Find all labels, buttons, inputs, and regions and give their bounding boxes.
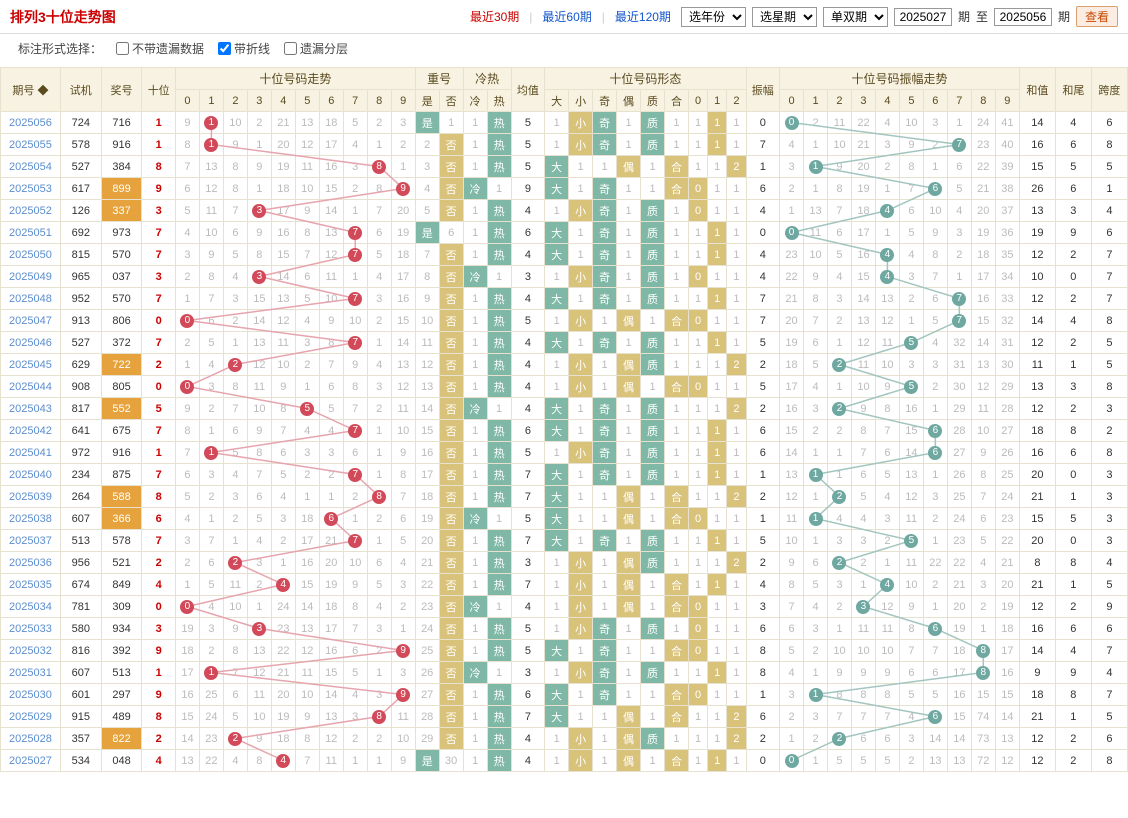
ball-teal: 0 [785, 116, 799, 130]
cb-no-miss-input[interactable] [116, 42, 129, 55]
ball-red: 7 [348, 292, 362, 306]
year-select[interactable]: 选年份 [681, 7, 746, 27]
cb-polyline-input[interactable] [218, 42, 231, 55]
ball-teal: 5 [904, 380, 918, 394]
range-30[interactable]: 最近30期 [470, 8, 519, 25]
ball-teal: 8 [976, 666, 990, 680]
ball-red: 0 [180, 380, 194, 394]
period-to-input[interactable] [994, 8, 1052, 26]
ball-red: 7 [348, 468, 362, 482]
ball-red: 9 [396, 688, 410, 702]
ball-red: 5 [300, 402, 314, 416]
from-suffix: 期 [958, 8, 970, 25]
ball-teal: 7 [952, 138, 966, 152]
ball-teal: 0 [785, 226, 799, 240]
ball-teal: 8 [976, 644, 990, 658]
ball-red: 3 [252, 204, 266, 218]
ball-teal: 2 [832, 490, 846, 504]
main-table: 期号 ◆试机奖号十位十位号码走势重号冷热均值十位号码形态振幅十位号码振幅走势和值… [0, 67, 1128, 772]
range-60[interactable]: 最近60期 [542, 8, 591, 25]
ball-teal: 6 [928, 182, 942, 196]
ball-red: 9 [396, 644, 410, 658]
parity-select[interactable]: 单双期 [823, 7, 888, 27]
ball-red: 4 [276, 754, 290, 768]
ball-teal: 2 [832, 732, 846, 746]
ball-teal: 1 [809, 512, 823, 526]
ball-red: 3 [252, 270, 266, 284]
cb-layer-input[interactable] [284, 42, 297, 55]
ball-red: 0 [180, 314, 194, 328]
ball-red: 7 [348, 534, 362, 548]
ball-teal: 2 [832, 556, 846, 570]
ball-teal: 1 [809, 468, 823, 482]
ball-red: 0 [180, 600, 194, 614]
ball-teal: 6 [928, 446, 942, 460]
ball-red: 7 [348, 424, 362, 438]
ball-teal: 1 [809, 688, 823, 702]
ball-teal: 4 [880, 204, 894, 218]
ball-teal: 5 [904, 336, 918, 350]
ball-teal: 1 [809, 160, 823, 174]
ball-red: 7 [348, 336, 362, 350]
ball-red: 6 [324, 512, 338, 526]
range-120[interactable]: 最近120期 [615, 8, 671, 25]
to-label: 至 [976, 8, 988, 25]
options-bar: 标注形式选择： 不带遗漏数据 带折线 遗漏分层 [0, 34, 1128, 67]
ball-teal: 6 [928, 424, 942, 438]
ball-teal: 4 [880, 578, 894, 592]
ball-red: 7 [348, 226, 362, 240]
page-title: 排列3十位走势图 [10, 7, 116, 27]
ball-teal: 0 [785, 754, 799, 768]
ball-teal: 6 [928, 710, 942, 724]
ball-red: 1 [204, 116, 218, 130]
period-from-input[interactable] [894, 8, 952, 26]
ball-red: 2 [228, 358, 242, 372]
ball-red: 2 [228, 732, 242, 746]
ball-red: 2 [228, 556, 242, 570]
cb-no-miss[interactable]: 不带遗漏数据 [116, 40, 204, 57]
ball-teal: 6 [928, 622, 942, 636]
ball-teal: 5 [904, 534, 918, 548]
ball-teal: 3 [856, 600, 870, 614]
ball-teal: 4 [880, 248, 894, 262]
ball-red: 1 [204, 446, 218, 460]
ball-red: 8 [372, 160, 386, 174]
ball-red: 8 [372, 710, 386, 724]
ball-red: 8 [372, 490, 386, 504]
ball-teal: 7 [952, 292, 966, 306]
chart-wrap: 期号 ◆试机奖号十位十位号码走势重号冷热均值十位号码形态振幅十位号码振幅走势和值… [0, 67, 1128, 772]
cb-polyline[interactable]: 带折线 [218, 40, 270, 57]
ball-red: 1 [204, 138, 218, 152]
ball-red: 4 [276, 578, 290, 592]
options-label: 标注形式选择： [18, 40, 102, 57]
ball-teal: 7 [952, 314, 966, 328]
ball-red: 1 [204, 666, 218, 680]
ball-red: 7 [348, 248, 362, 262]
ball-teal: 2 [832, 358, 846, 372]
view-button[interactable]: 查看 [1076, 6, 1118, 27]
ball-red: 9 [396, 182, 410, 196]
to-suffix: 期 [1058, 8, 1070, 25]
cb-layer[interactable]: 遗漏分层 [284, 40, 348, 57]
top-bar: 排列3十位走势图 最近30期 | 最近60期 | 最近120期 选年份 选星期 … [0, 0, 1128, 34]
ball-teal: 4 [880, 270, 894, 284]
week-select[interactable]: 选星期 [752, 7, 817, 27]
ball-teal: 2 [832, 402, 846, 416]
ball-red: 3 [252, 622, 266, 636]
